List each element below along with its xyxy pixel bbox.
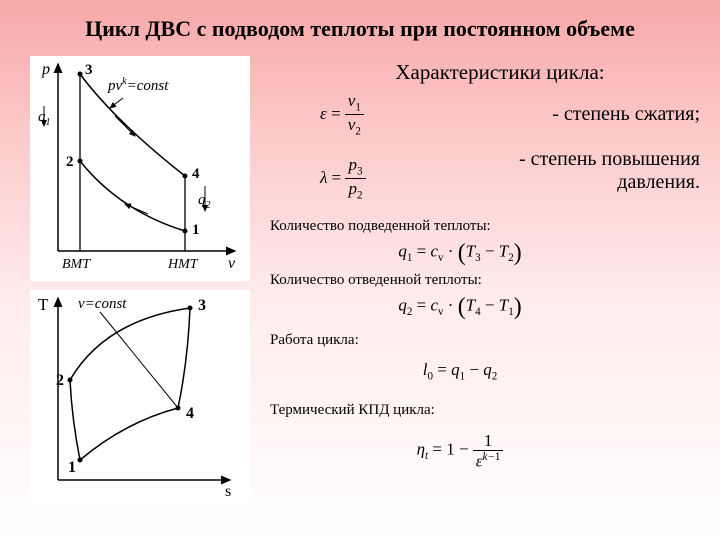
l0-as: 1 bbox=[460, 370, 466, 382]
lam-num-v: p bbox=[348, 155, 357, 174]
eta-eb: 1 bbox=[495, 451, 501, 463]
eq-q2: q2 = cv · (T4 − T1) bbox=[270, 294, 650, 321]
characteristics-heading: Характеристики цикла: bbox=[300, 60, 700, 85]
eta-l: η bbox=[417, 440, 425, 459]
svg-text:3: 3 bbox=[198, 297, 206, 314]
eps-num-s: 1 bbox=[355, 101, 361, 113]
lam-num-s: 3 bbox=[357, 165, 363, 177]
l0-bs: 2 bbox=[492, 370, 498, 382]
ts-diagram: T s 1 2 3 4 v=const bbox=[30, 290, 250, 505]
q1-tb: T bbox=[499, 241, 508, 260]
ts-y-label: T bbox=[38, 295, 49, 314]
q1-ls: 1 bbox=[407, 252, 413, 264]
svg-text:4: 4 bbox=[192, 166, 200, 182]
eq-l0: l0 = q1 − q2 bbox=[270, 360, 650, 382]
q2-tb: T bbox=[499, 295, 508, 314]
q2-tas: 4 bbox=[475, 306, 481, 318]
bmt-label: ВМТ bbox=[62, 257, 91, 272]
sec-work: Работа цикла: bbox=[270, 332, 359, 349]
char2-desc2: давления. bbox=[519, 171, 700, 194]
q1-cs: v bbox=[438, 252, 444, 264]
svg-text:2: 2 bbox=[66, 154, 74, 170]
pv-x-label: v bbox=[228, 255, 236, 272]
char-epsilon: ε = v1 v2 - степень сжатия; bbox=[320, 92, 700, 138]
svg-text:q2: q2 bbox=[198, 192, 211, 211]
svg-text:1: 1 bbox=[68, 459, 76, 476]
svg-text:3: 3 bbox=[85, 62, 93, 78]
ts-annotation: v=const bbox=[78, 296, 127, 312]
page-title: Цикл ДВС с подводом теплоты при постоянн… bbox=[0, 16, 720, 42]
sec-q1: Количество подведенной теплоты: bbox=[270, 218, 491, 235]
lam-den-v: p bbox=[348, 179, 357, 198]
q2-ta: T bbox=[466, 295, 475, 314]
eta-ea: k bbox=[483, 451, 488, 463]
q2-ls: 2 bbox=[407, 306, 413, 318]
l0-ls: 0 bbox=[427, 370, 433, 382]
q2-cs: v bbox=[438, 306, 444, 318]
pv-annotation: pvk=const bbox=[107, 76, 169, 94]
svg-text:1: 1 bbox=[192, 222, 200, 238]
eps-lhs: ε bbox=[320, 104, 327, 123]
lam-den-s: 2 bbox=[357, 190, 363, 202]
ts-x-label: s bbox=[225, 483, 231, 500]
pv-svg: p v 1 2 3 4 q1 q2 pvk=const ВМТ НМТ bbox=[30, 56, 250, 281]
pv-y-label: p bbox=[41, 61, 50, 78]
q1-ta: T bbox=[466, 241, 475, 260]
eta-ls: t bbox=[425, 450, 428, 462]
sec-eta: Термический КПД цикла: bbox=[270, 402, 435, 419]
char-lambda: λ = p3 p2 - степень повышения давления. bbox=[320, 148, 700, 202]
eq-q1: q1 = cv · (T3 − T2) bbox=[270, 240, 650, 267]
svg-text:4: 4 bbox=[186, 405, 194, 422]
l0-b: q bbox=[483, 360, 492, 379]
lam-lhs: λ bbox=[320, 168, 327, 187]
q1-tas: 3 bbox=[475, 252, 481, 264]
eta-d: ε bbox=[476, 452, 483, 471]
char2-desc: - степень повышения bbox=[519, 148, 700, 171]
eq-eta: ηt = 1 − 1 εk−1 bbox=[270, 432, 650, 470]
q1-l: q bbox=[398, 241, 407, 260]
q2-c: c bbox=[430, 295, 438, 314]
q1-c: c bbox=[430, 241, 438, 260]
ts-svg: T s 1 2 3 4 v=const bbox=[30, 290, 250, 505]
hmt-label: НМТ bbox=[167, 257, 199, 272]
q2-l: q bbox=[398, 295, 407, 314]
sec-q2: Количество отведенной теплоты: bbox=[270, 272, 482, 289]
eps-den-s: 2 bbox=[355, 126, 361, 138]
svg-text:2: 2 bbox=[56, 372, 64, 389]
l0-a: q bbox=[451, 360, 460, 379]
pv-diagram: p v 1 2 3 4 q1 q2 pvk=const ВМТ НМТ bbox=[30, 56, 250, 281]
char1-desc: - степень сжатия; bbox=[552, 103, 700, 126]
